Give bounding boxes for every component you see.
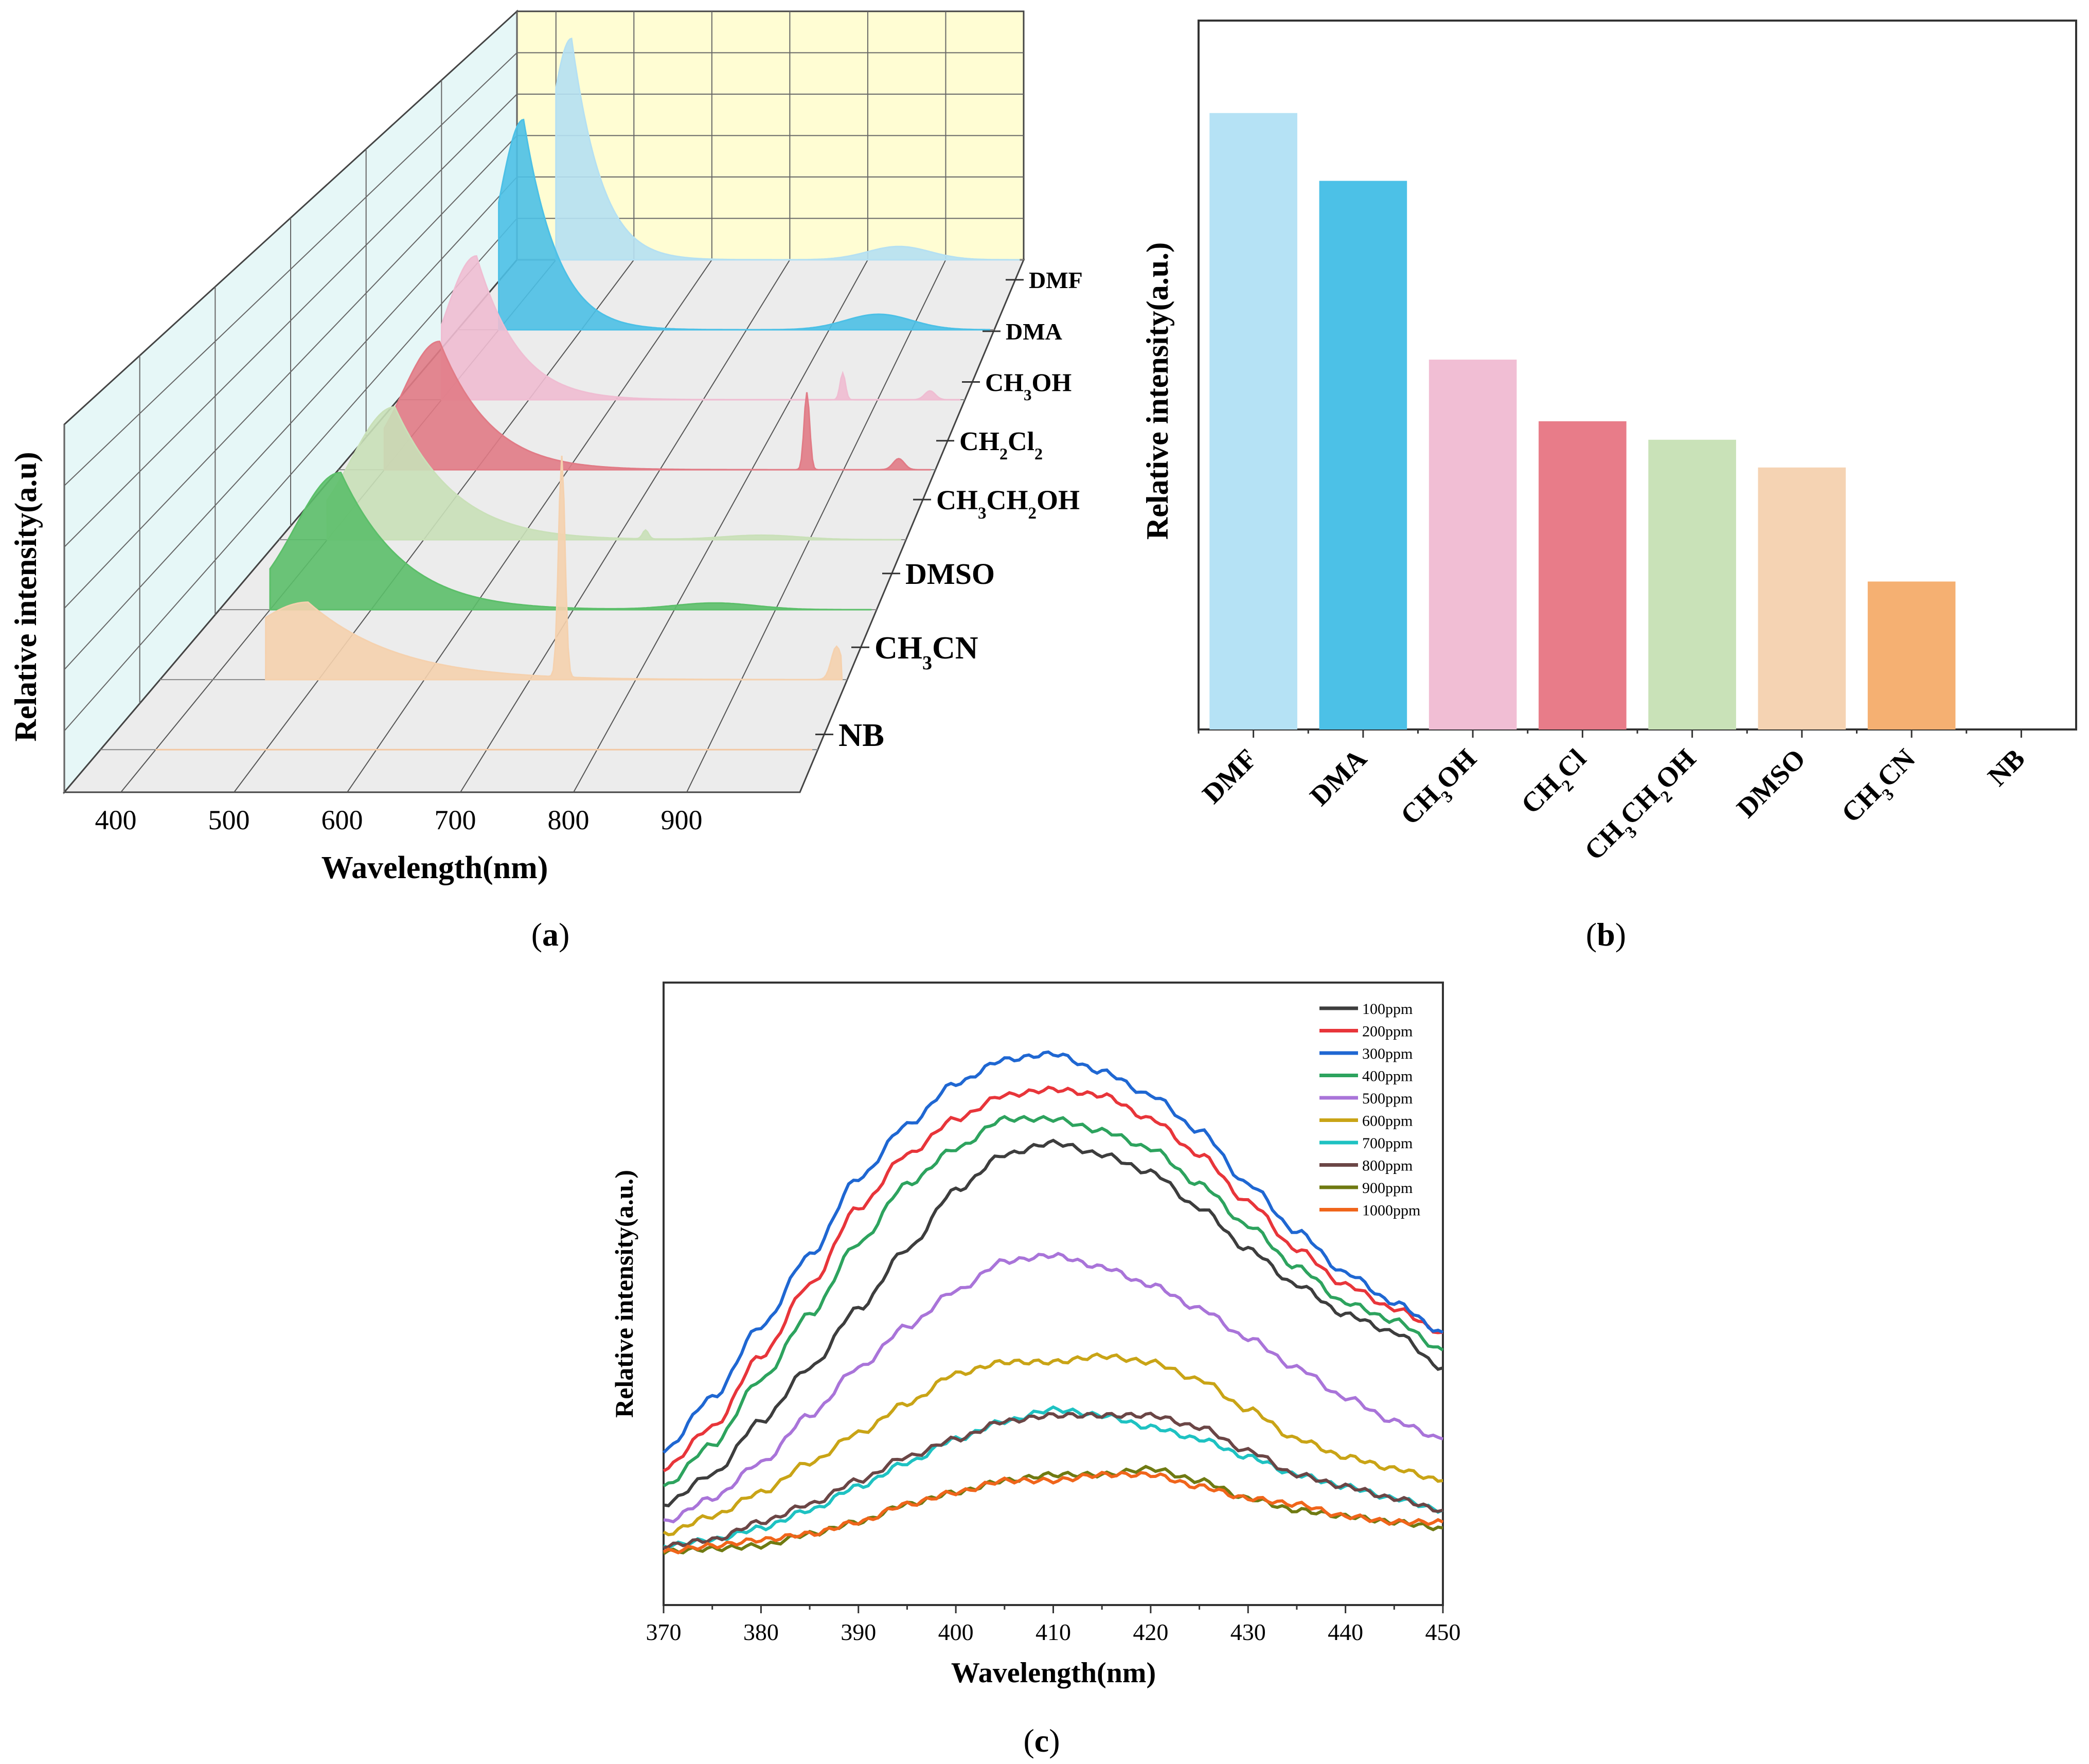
x-tick-label: DMF xyxy=(1197,743,1263,809)
series-label-ch3cn: CH3CN xyxy=(874,631,978,674)
series-line-500ppm xyxy=(663,1252,1444,1524)
y-axis-label: Relative intensity(a.u.) xyxy=(1140,242,1174,540)
x-tick-label: 450 xyxy=(1425,1619,1461,1645)
x-tick-label: 800 xyxy=(548,805,590,835)
series-area-ch3oh xyxy=(440,255,961,401)
x-tick-label: 500 xyxy=(208,805,250,835)
floor-grid-line xyxy=(460,259,791,793)
bar-dma xyxy=(1319,181,1407,729)
x-tick-label: CH2Cl xyxy=(1515,743,1597,825)
series-line-200ppm xyxy=(663,1085,1443,1472)
x-axis-label: Wavelength(nm) xyxy=(951,1657,1156,1689)
panel-a: 400 500 600 700 800 900 DMF DMA CH3OH CH2Cl2 CH3C… xyxy=(9,9,1083,953)
x-tick-label: 400 xyxy=(938,1619,974,1645)
x-tick-label: 700 xyxy=(435,805,476,835)
bar-ch3oh xyxy=(1429,360,1517,729)
x-tick-label: 900 xyxy=(661,805,703,835)
legend: 100ppm 200ppm 300ppm 400ppm 500ppm 600ppm 700p… xyxy=(1319,1001,1420,1219)
floor-grid-line xyxy=(573,259,868,793)
bar-dmso xyxy=(1758,467,1846,729)
floor-grid-line xyxy=(347,259,712,793)
x-tick-label: 600 xyxy=(322,805,363,835)
series-area-dmso xyxy=(269,471,872,611)
bar-ch3ch2oh xyxy=(1648,439,1736,729)
bar-ch3cn xyxy=(1867,581,1956,729)
legend-label: 900ppm xyxy=(1362,1180,1413,1197)
legend-label: 500ppm xyxy=(1362,1090,1413,1107)
series-label-ch3ch2oh: CH3CH2OH xyxy=(936,485,1080,523)
series-label-dmf: DMF xyxy=(1029,267,1083,293)
series-label-dma: DMA xyxy=(1006,318,1062,345)
bar-dmf xyxy=(1209,113,1297,729)
series-label-ch3oh: CH3OH xyxy=(985,368,1072,404)
series-line-300ppm xyxy=(662,1050,1444,1454)
x-tick-label: 410 xyxy=(1035,1619,1071,1645)
panel-caption-a: (a) xyxy=(531,916,570,953)
axis-ticks: 370 380 390 400 410 420 430 440 450 xyxy=(646,1605,1461,1645)
series-line-1000ppm xyxy=(663,1470,1444,1555)
series-line-600ppm xyxy=(663,1352,1443,1537)
series-area-ch3cn xyxy=(265,455,843,681)
x-tick-label: CH3CN xyxy=(1835,743,1926,833)
legend-label: 400ppm xyxy=(1362,1068,1413,1085)
series-labels: DMF DMA CH3OH CH2Cl2 CH3CH2OH DMSO CH3CN NB xyxy=(815,267,1083,753)
series-label-ch2cl2: CH2Cl2 xyxy=(959,427,1043,463)
y-axis-label: Relative intensity(a.u) xyxy=(9,452,43,741)
x-tick-label: CH3OH xyxy=(1395,743,1488,836)
legend-label: 800ppm xyxy=(1362,1157,1413,1174)
bars xyxy=(1209,113,1956,729)
x-tick-label: 420 xyxy=(1133,1619,1168,1645)
series-label-dmso: DMSO xyxy=(905,557,995,591)
series-areas xyxy=(155,37,1020,751)
x-tick-label: DMA xyxy=(1304,743,1373,812)
series-line-800ppm xyxy=(663,1412,1443,1549)
x-axis-label: Wavelength(nm) xyxy=(322,850,548,885)
x-tick-label: 380 xyxy=(743,1619,779,1645)
series-area-dmf xyxy=(555,37,1020,261)
x-tick-labels: 400 500 600 700 800 900 xyxy=(95,805,703,835)
series-lines xyxy=(662,1050,1444,1555)
series-area-ch3ch2oh xyxy=(326,406,901,541)
panel-caption-b: (b) xyxy=(1586,916,1626,953)
x-tick-label: 370 xyxy=(646,1619,682,1645)
panel-c: 370 380 390 400 410 420 430 440 450 100ppm 200ppm… xyxy=(610,982,1461,1759)
series-label-nb: NB xyxy=(838,717,884,753)
x-tick-label: 430 xyxy=(1230,1619,1266,1645)
x-tick-label: 440 xyxy=(1328,1619,1363,1645)
series-area-ch2cl2 xyxy=(383,341,931,471)
y-axis-label: Relative intensity(a.u.) xyxy=(610,1170,638,1418)
panel-caption-c: (c) xyxy=(1023,1722,1060,1759)
x-tick-label: 390 xyxy=(841,1619,876,1645)
series-area-dma xyxy=(498,118,990,331)
x-tick-label: NB xyxy=(1981,743,2030,792)
legend-label: 600ppm xyxy=(1362,1113,1413,1130)
x-tick-marks xyxy=(1198,729,2022,738)
x-tick-label: CH3CH2OH xyxy=(1578,743,1707,871)
legend-label: 100ppm xyxy=(1362,1001,1413,1018)
series-line-400ppm xyxy=(663,1115,1444,1488)
legend-label: 700ppm xyxy=(1362,1135,1413,1152)
legend-label: 200ppm xyxy=(1362,1023,1413,1040)
bar-ch2cl xyxy=(1539,421,1627,729)
grid-lines xyxy=(64,11,1024,793)
legend-label: 1000ppm xyxy=(1362,1202,1420,1219)
legend-label: 300ppm xyxy=(1362,1045,1413,1062)
x-tick-label: DMSO xyxy=(1730,743,1811,824)
series-line-100ppm xyxy=(663,1138,1443,1508)
floor-grid-line xyxy=(686,259,947,793)
x-tick-label: 400 xyxy=(95,805,137,835)
